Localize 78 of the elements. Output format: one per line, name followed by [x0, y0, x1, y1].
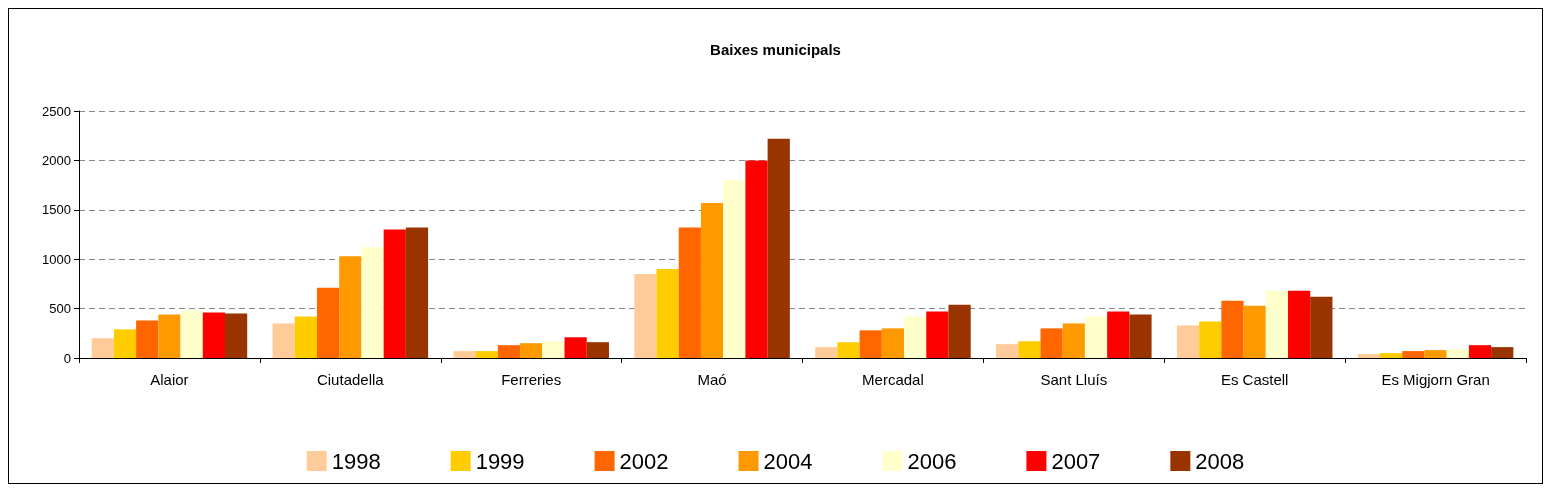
legend-label: 2007 [1051, 448, 1101, 474]
legend-label: 1998 [331, 448, 381, 474]
x-tick-label: Mercadal [862, 371, 924, 388]
bar [1199, 321, 1222, 358]
bar [881, 328, 905, 358]
bar [1084, 316, 1108, 358]
bar [1243, 305, 1266, 358]
bar [586, 342, 609, 358]
bar [1446, 349, 1469, 358]
bar [91, 338, 114, 358]
x-tick-label: Es Migjorn Gran [1381, 371, 1490, 388]
bar [815, 347, 838, 358]
bar [926, 311, 949, 358]
bar [294, 316, 317, 358]
y-tick-label: 2500 [42, 103, 71, 119]
bar [202, 312, 225, 358]
bar [272, 323, 295, 358]
bar [1040, 328, 1063, 358]
x-tick-label: Alaior [150, 371, 189, 388]
bar [1424, 350, 1447, 358]
bar [678, 227, 701, 358]
bar [1221, 300, 1244, 358]
x-tick-label: Sant Lluís [1040, 371, 1108, 388]
bar [1468, 345, 1492, 358]
bar [700, 202, 724, 358]
bar [405, 227, 429, 358]
bar [1062, 323, 1085, 358]
bar [180, 310, 203, 358]
bar [113, 329, 137, 358]
bar [904, 316, 927, 358]
bar [1018, 341, 1041, 358]
bar [996, 344, 1019, 358]
bar [224, 313, 248, 358]
bar [1491, 347, 1514, 358]
bar [745, 160, 768, 358]
bar [520, 343, 543, 358]
y-tick-label: 2000 [42, 152, 71, 168]
bar [1402, 351, 1425, 358]
bar [158, 314, 181, 358]
bar [1380, 353, 1403, 358]
legend-label: 2006 [907, 448, 957, 474]
bar [837, 342, 860, 358]
bar [1129, 314, 1152, 358]
bar [361, 247, 384, 358]
y-tick-label: 0 [63, 350, 71, 366]
bar [497, 345, 521, 358]
bar [475, 351, 498, 358]
x-tick-label: Ciutadella [316, 371, 385, 388]
x-tick-label: Es Castell [1220, 371, 1289, 388]
bar [316, 287, 340, 358]
x-tick-label: Ferreries [501, 371, 562, 388]
bar [453, 351, 476, 358]
bar [136, 320, 159, 358]
y-tick-label: 1000 [42, 251, 71, 267]
chart-title: Baixes municipals [710, 41, 841, 58]
bar [948, 304, 971, 358]
legend-label: 2008 [1195, 448, 1245, 474]
legend-label: 2004 [763, 448, 813, 474]
bar [383, 229, 406, 358]
bar [1310, 296, 1333, 358]
bar [1288, 290, 1311, 358]
bar [1357, 354, 1381, 358]
bar [656, 269, 679, 358]
bar [1265, 290, 1289, 358]
legend-label: 2002 [619, 448, 669, 474]
bar [859, 330, 882, 358]
legend-label: 1999 [475, 448, 525, 474]
y-tick-label: 1500 [42, 202, 71, 218]
bar [564, 337, 587, 358]
bar [542, 341, 565, 358]
bar [1176, 325, 1200, 358]
bar [723, 180, 746, 358]
bar [339, 256, 362, 358]
x-tick-label: Maó [697, 371, 727, 388]
bar [634, 274, 657, 358]
bar [1107, 311, 1130, 358]
y-tick-label: 500 [49, 301, 71, 317]
bar [767, 138, 790, 358]
